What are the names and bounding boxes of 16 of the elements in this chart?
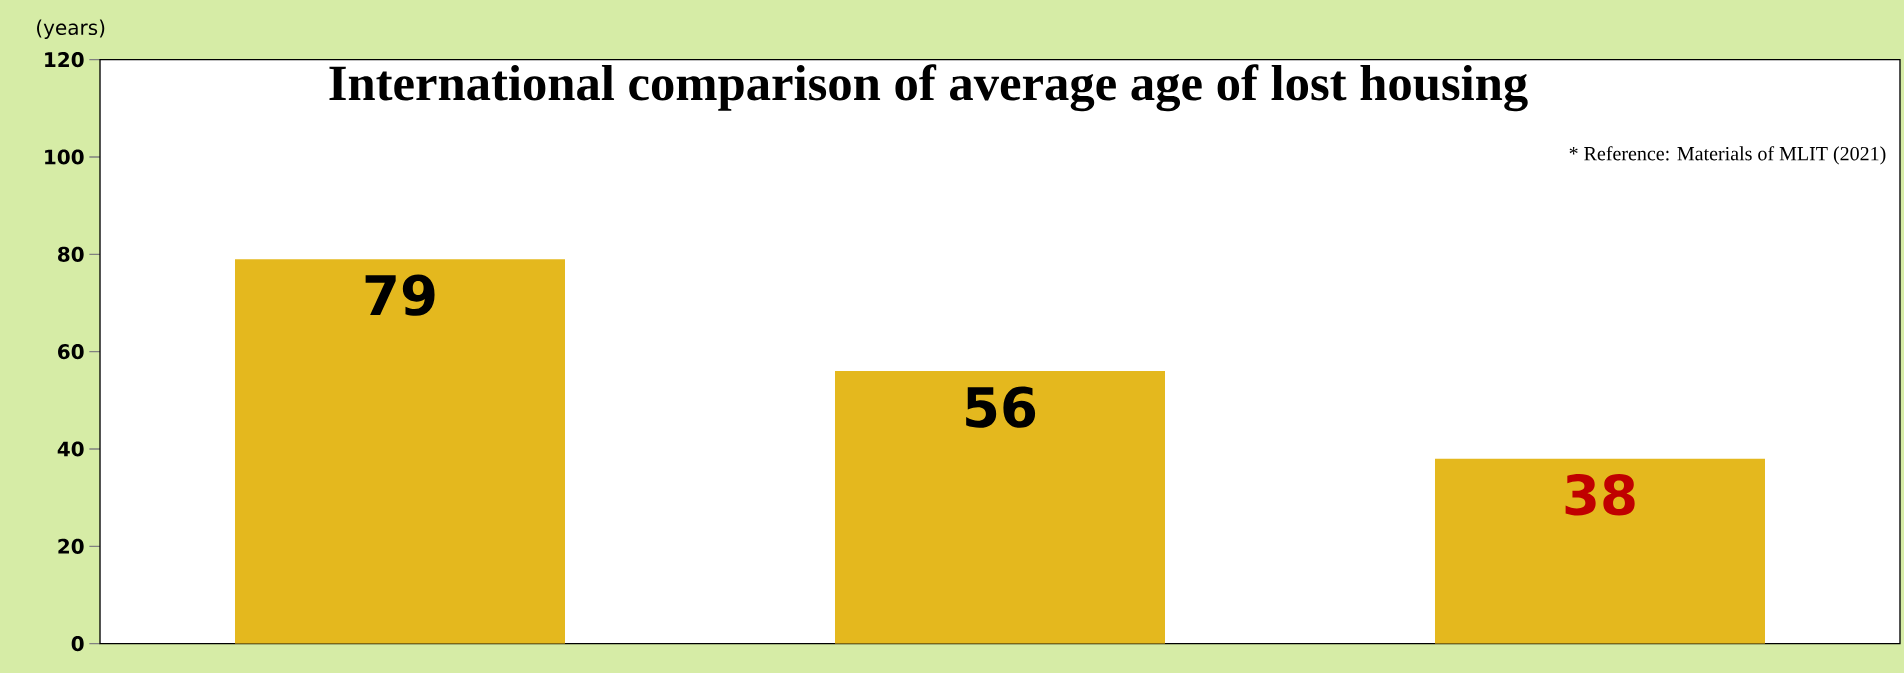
y-tick-label: 0 — [71, 636, 84, 652]
y-tick-label: 120 — [45, 52, 84, 68]
bar — [235, 259, 565, 644]
y-axis-title: (years) — [37, 19, 105, 39]
bar — [835, 371, 1165, 644]
y-tick-label: 60 — [58, 344, 84, 360]
y-tick-label: 100 — [45, 149, 84, 165]
y-tick-label: 40 — [57, 441, 84, 457]
y-tick-label: 20 — [58, 538, 84, 554]
bar — [1435, 458, 1765, 644]
y-tick-label: 80 — [58, 246, 84, 262]
annotation: * Reference: Materials of MLIT (2021) — [1569, 146, 1886, 165]
data-label: 79 — [365, 274, 435, 316]
chart-title: International comparison of average age of lost housing — [329, 64, 1528, 112]
data-label: 56 — [966, 386, 1036, 428]
data-label: 38 — [1565, 474, 1635, 516]
